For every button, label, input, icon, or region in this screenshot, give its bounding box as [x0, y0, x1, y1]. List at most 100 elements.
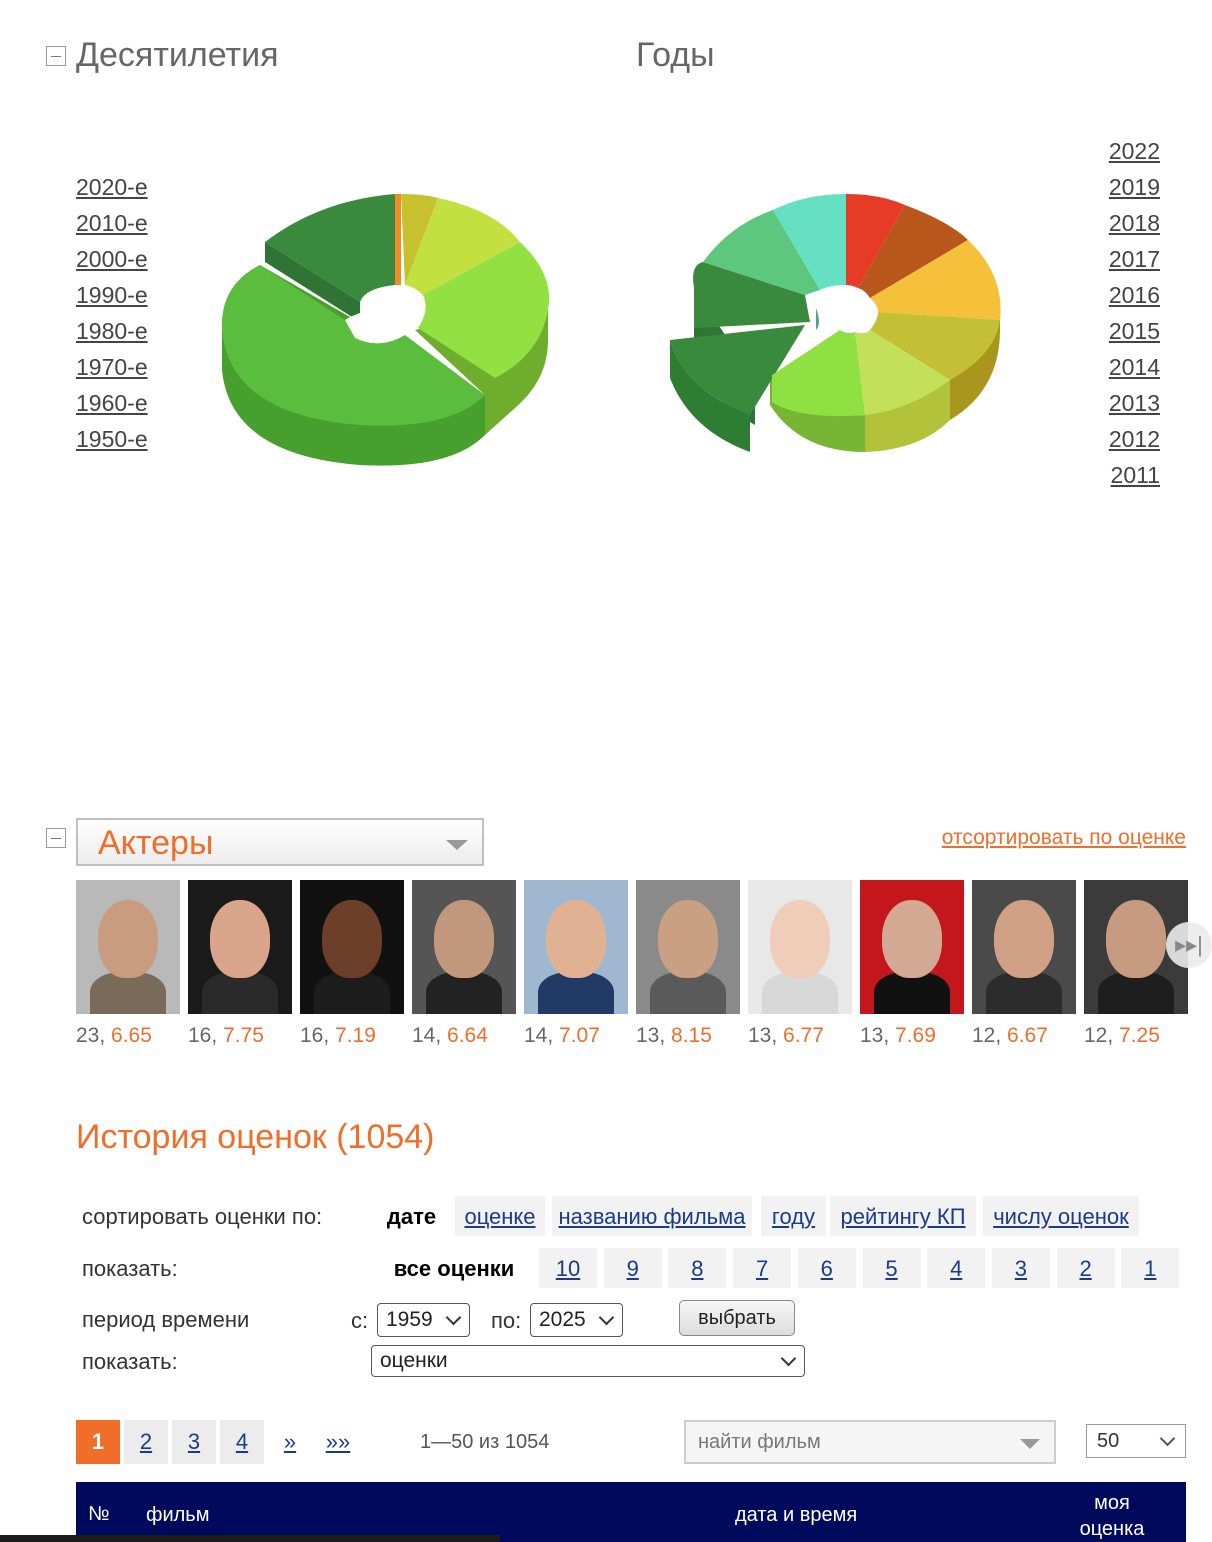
page-button[interactable]: »» [325, 1429, 351, 1454]
decade-legend-item[interactable]: 1970-е [76, 354, 148, 380]
sort-option[interactable]: рейтингу КП [830, 1196, 976, 1236]
decade-legend-item[interactable]: 2020-е [76, 174, 148, 200]
bottom-taskbar-edge [0, 1535, 500, 1542]
show-option[interactable]: 2 [1056, 1248, 1115, 1288]
decades-slice-2010s-b [405, 198, 520, 295]
to-label: по: [491, 1308, 522, 1333]
years-slice-2013 [703, 210, 820, 295]
years-pie-side [865, 380, 950, 452]
year-legend-item[interactable]: 2012 [1108, 426, 1160, 452]
actor-card[interactable]: 13, 6.77 [748, 880, 852, 1048]
year-legend-item[interactable]: 2022 [1108, 138, 1160, 164]
decades-collapse-icon[interactable] [46, 46, 66, 66]
col-film[interactable]: фильм [146, 1504, 210, 1526]
col-date[interactable]: дата и время [735, 1504, 858, 1526]
show-option[interactable]: 6 [797, 1248, 856, 1288]
show-option[interactable]: 7 [733, 1248, 792, 1288]
period-label: период времени [82, 1307, 250, 1332]
show-type-select[interactable]: оценки [371, 1345, 805, 1377]
decade-legend-item[interactable]: 2000-е [76, 246, 148, 272]
sort-option[interactable]: оценке [455, 1196, 545, 1236]
actor-card[interactable]: 12, 7.25 [1084, 880, 1188, 1048]
actor-card[interactable]: 12, 6.67 [972, 880, 1076, 1048]
actor-photo-shoulders [874, 972, 950, 1014]
sort-option[interactable]: году [761, 1196, 826, 1236]
actors-select-label: Актеры [98, 824, 214, 862]
find-film-placeholder: найти фильм [698, 1431, 821, 1453]
sort-option[interactable]: дате [376, 1196, 447, 1236]
page-button[interactable]: » [283, 1429, 297, 1454]
find-film-input[interactable]: найти фильм [684, 1420, 1056, 1464]
years-slice-2011 [670, 325, 805, 415]
actor-photo-shoulders [202, 972, 278, 1014]
actor-card[interactable]: 16, 7.19 [300, 880, 404, 1048]
show-option[interactable]: 3 [991, 1248, 1050, 1288]
dropdown-arrow-icon [446, 840, 468, 850]
year-legend-item[interactable]: 2011 [1110, 462, 1160, 488]
year-legend-item[interactable]: 2017 [1108, 246, 1160, 272]
show-option[interactable]: все оценки [376, 1248, 532, 1288]
actor-photo-face [882, 900, 942, 978]
show-option[interactable]: 10 [539, 1248, 597, 1288]
year-legend-item[interactable]: 2015 [1108, 318, 1160, 344]
decades-slice-2010s-a [401, 194, 438, 285]
next-arrow-icon[interactable]: ▸▸| [1166, 922, 1212, 968]
decade-legend-item[interactable]: 1960-е [76, 390, 148, 416]
decade-legend-item[interactable]: 2010-е [76, 210, 148, 236]
decades-slice-2020s [395, 194, 401, 285]
page-button[interactable]: 2 [124, 1420, 168, 1464]
year-legend-item[interactable]: 2019 [1108, 174, 1160, 200]
sort-by-rating-link[interactable]: отсортировать по оценке [941, 826, 1186, 849]
year-legend-item[interactable]: 2014 [1108, 354, 1160, 380]
show-option[interactable]: 5 [862, 1248, 921, 1288]
actor-card[interactable]: 13, 8.15 [636, 880, 740, 1048]
actor-photo[interactable] [524, 880, 628, 1014]
actor-photo[interactable] [300, 880, 404, 1014]
decade-legend-item[interactable]: 1980-е [76, 318, 148, 344]
actor-count: 13, [636, 1024, 672, 1047]
decade-legend-item[interactable]: 1950-е [76, 426, 148, 452]
actor-rating: 7.69 [895, 1024, 936, 1047]
chevron-down-icon [445, 1309, 462, 1326]
actors-collapse-icon[interactable] [46, 828, 66, 848]
year-legend-item[interactable]: 2016 [1108, 282, 1160, 308]
actor-card[interactable]: 16, 7.75 [188, 880, 292, 1048]
actor-photo[interactable] [748, 880, 852, 1014]
actor-photo[interactable] [636, 880, 740, 1014]
actor-rating: 7.07 [559, 1024, 600, 1047]
actor-stat: 13, 7.69 [860, 1024, 964, 1048]
actor-photo[interactable] [188, 880, 292, 1014]
actor-card[interactable]: 23, 6.65 [76, 880, 180, 1048]
actors-category-select[interactable]: Актеры [76, 818, 484, 866]
col-number[interactable]: № [88, 1503, 110, 1525]
show-type-value: оценки [380, 1349, 448, 1372]
actor-card[interactable]: 14, 6.64 [412, 880, 516, 1048]
actor-photo[interactable] [860, 880, 964, 1014]
from-year-select[interactable]: 1959 [377, 1303, 470, 1337]
actor-stat: 12, 7.25 [1084, 1024, 1188, 1048]
year-legend-item[interactable]: 2013 [1108, 390, 1160, 416]
chevron-down-icon [1159, 1430, 1176, 1447]
sort-option[interactable]: названию фильма [552, 1196, 752, 1236]
sort-option[interactable]: числу оценок [983, 1196, 1139, 1236]
actor-card[interactable]: 13, 7.69 [860, 880, 964, 1048]
per-page-select[interactable]: 50 [1086, 1424, 1186, 1458]
actor-stat: 16, 7.19 [300, 1024, 404, 1048]
show-option[interactable]: 1 [1121, 1248, 1180, 1288]
show-option[interactable]: 4 [927, 1248, 986, 1288]
show-option[interactable]: 9 [603, 1248, 662, 1288]
actor-photo[interactable] [412, 880, 516, 1014]
page-button[interactable]: 4 [220, 1420, 264, 1464]
actor-count: 12, [1084, 1024, 1120, 1047]
page-button[interactable]: 3 [172, 1420, 216, 1464]
actor-photo[interactable] [76, 880, 180, 1014]
to-year-select[interactable]: 2025 [530, 1303, 623, 1337]
actor-photo[interactable] [972, 880, 1076, 1014]
col-my-rating[interactable]: моя оценка [1079, 1492, 1145, 1540]
actor-card[interactable]: 14, 7.07 [524, 880, 628, 1048]
show-option[interactable]: 8 [668, 1248, 727, 1288]
choose-button[interactable]: выбрать [679, 1300, 795, 1336]
year-legend-item[interactable]: 2018 [1108, 210, 1160, 236]
page-button[interactable]: 1 [76, 1420, 120, 1464]
decade-legend-item[interactable]: 1990-е [76, 282, 148, 308]
